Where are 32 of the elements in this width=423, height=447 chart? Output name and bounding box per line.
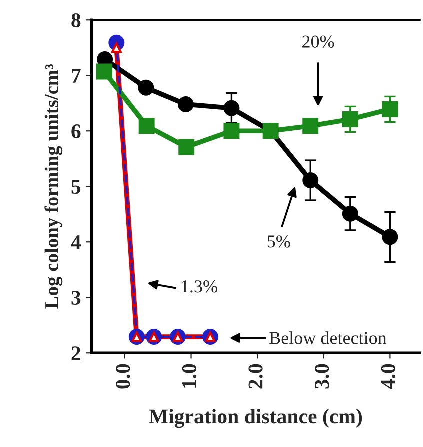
- y-axis-title: Log colony forming units/cm³: [44, 64, 63, 309]
- y-tick-label: 4: [71, 236, 81, 250]
- annotation: 20%: [302, 36, 334, 48]
- point: [224, 123, 240, 140]
- point: [178, 96, 194, 112]
- point: [178, 139, 195, 156]
- y-tick-label: 2: [72, 346, 80, 360]
- annotation: 1.3%: [182, 280, 218, 293]
- point: [138, 118, 155, 134]
- y-tick-label: 6: [72, 124, 81, 139]
- x-axis-title: Migration distance (cm): [149, 409, 362, 428]
- point: [224, 100, 240, 116]
- annotation: 5%: [268, 236, 290, 248]
- x-tick-label: 3.0: [315, 364, 330, 389]
- x-tick-label: 0.0: [116, 364, 130, 389]
- y-tick-label: 7: [72, 69, 81, 83]
- point: [302, 118, 319, 134]
- point: [342, 111, 358, 128]
- y-tick-label: 5: [72, 180, 81, 194]
- point: [96, 64, 112, 80]
- x-tick-label: 4.0: [381, 364, 396, 390]
- y-tick-label: 8: [72, 13, 81, 28]
- point: [382, 229, 398, 246]
- point: [342, 206, 358, 222]
- x-tick-label: 1.0: [182, 364, 197, 388]
- point: [111, 42, 122, 54]
- x-tick-label: 2.0: [248, 364, 263, 389]
- point: [302, 172, 319, 189]
- y-tick-label: 3: [72, 291, 81, 306]
- point: [382, 101, 398, 118]
- annotation: Below detection: [270, 332, 387, 344]
- point: [138, 80, 154, 96]
